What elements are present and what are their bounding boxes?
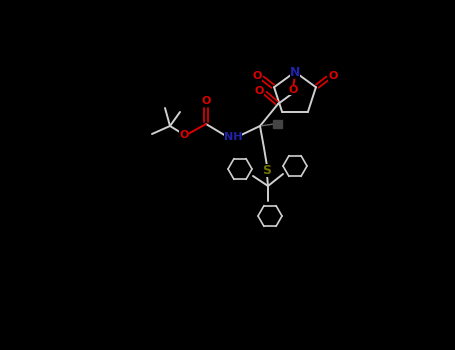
- Text: S: S: [263, 163, 272, 176]
- FancyBboxPatch shape: [273, 120, 282, 128]
- Text: O: O: [328, 71, 338, 81]
- Text: O: O: [201, 96, 211, 106]
- Text: N: N: [290, 65, 300, 78]
- Text: O: O: [179, 130, 189, 140]
- Text: O: O: [254, 86, 264, 96]
- Text: O: O: [288, 85, 298, 95]
- Text: NH: NH: [224, 132, 242, 142]
- Text: O: O: [253, 71, 262, 81]
